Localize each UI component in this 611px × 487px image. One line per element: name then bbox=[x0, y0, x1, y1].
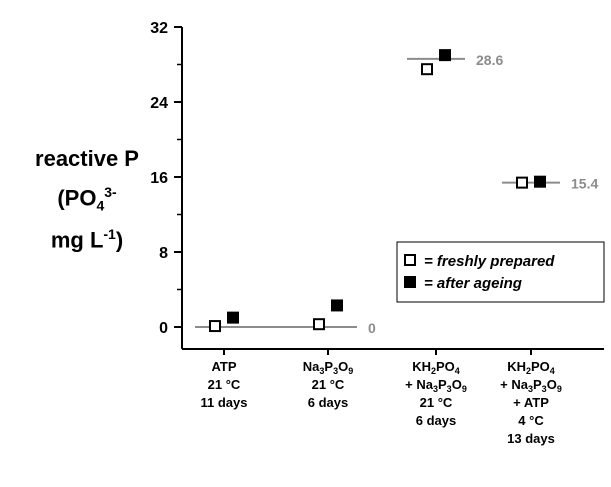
marker-after-ageing bbox=[534, 175, 546, 188]
x-category-label: 13 days bbox=[507, 431, 555, 446]
y-tick-label: 24 bbox=[150, 95, 168, 112]
reference-line-label: 0 bbox=[368, 320, 376, 336]
x-category-label: 6 days bbox=[308, 395, 348, 410]
y-axis-label-line-2: (PO43- bbox=[57, 184, 117, 214]
y-axis-label-line-3: mg L-1) bbox=[50, 226, 124, 253]
marker-after-ageing bbox=[439, 49, 451, 62]
x-category-label: 21 °C bbox=[208, 377, 241, 392]
legend-swatch-freshly-prepared bbox=[404, 254, 416, 266]
x-category-label: 4 °C bbox=[518, 413, 544, 428]
x-category-label: 21 °C bbox=[312, 377, 345, 392]
x-category-label: 11 days bbox=[201, 395, 248, 410]
x-category-label: + Na3P3O9 bbox=[405, 377, 467, 394]
x-category-label: 21 °C bbox=[420, 395, 453, 410]
marker-freshly-prepared bbox=[313, 318, 325, 331]
marker-after-ageing bbox=[331, 299, 343, 312]
x-category-label: 6 days bbox=[416, 413, 456, 428]
marker-after-ageing bbox=[227, 311, 239, 324]
marker-freshly-prepared bbox=[516, 176, 528, 189]
y-tick-label: 16 bbox=[150, 170, 168, 187]
x-category-label: KH2PO4 bbox=[412, 359, 460, 376]
y-tick-label: 0 bbox=[159, 320, 168, 337]
legend-box bbox=[396, 241, 605, 303]
marker-freshly-prepared bbox=[421, 63, 433, 76]
legend-entry-label: = after ageing bbox=[424, 275, 522, 292]
y-axis-label-line-1: reactive P bbox=[35, 146, 139, 171]
x-category-label: + Na3P3O9 bbox=[500, 377, 562, 394]
x-category-label: KH2PO4 bbox=[507, 359, 555, 376]
y-tick-label: 32 bbox=[150, 20, 168, 37]
x-category-label: + ATP bbox=[513, 395, 549, 410]
marker-freshly-prepared bbox=[209, 320, 221, 333]
x-category-label: Na3P3O9 bbox=[303, 359, 353, 376]
legend-entry-label: = freshly prepared bbox=[424, 253, 555, 270]
x-category-label: ATP bbox=[211, 359, 236, 374]
y-tick-label: 8 bbox=[159, 245, 168, 262]
reference-line-label: 15.4 bbox=[571, 176, 598, 192]
legend-swatch-after-ageing bbox=[404, 276, 416, 288]
reference-line-label: 28.6 bbox=[476, 52, 503, 68]
